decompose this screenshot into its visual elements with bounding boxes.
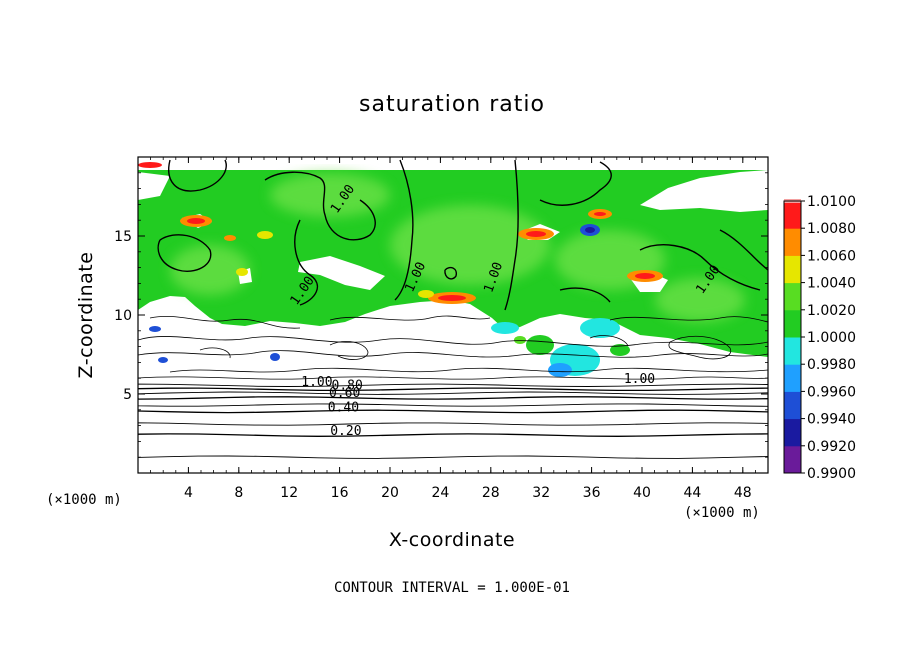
colorbar-label: 1.0000 (807, 330, 856, 346)
x-tick-label: 24 (431, 485, 449, 501)
z-unit-label: (×1000 m) (46, 492, 122, 508)
colorbar-segment (784, 282, 801, 311)
x-tick-label: 44 (683, 485, 701, 501)
colorbar-segment (784, 337, 801, 365)
contour-line (138, 396, 768, 400)
y-tick-label: 15 (114, 229, 132, 245)
colorbar-segment (784, 201, 801, 229)
contour-label: 1.00 (624, 372, 655, 387)
colorbar-label: 1.0080 (807, 221, 856, 237)
colorbar-label: 1.0100 (807, 194, 856, 210)
x-tick-label: 28 (482, 485, 500, 501)
contour-line (138, 383, 768, 387)
x-tick-label: 16 (331, 485, 349, 501)
contour-label: 0.60 (329, 386, 360, 401)
x-unit-label: (×1000 m) (684, 505, 760, 521)
y-axis-title: Z-coordinate (75, 252, 97, 379)
chart-title: saturation ratio (359, 92, 545, 117)
y-tick-label: 5 (123, 387, 132, 403)
high-ratio-spots (138, 162, 663, 304)
x-tick-label: 48 (734, 485, 752, 501)
y-axis: 5 10 15 (114, 172, 768, 458)
colorbar-label: 0.9920 (807, 439, 856, 455)
contour-label: 0.40 (328, 400, 359, 415)
contour-line (138, 403, 768, 407)
clear-patches (138, 158, 768, 292)
colorbar-segment (784, 228, 801, 256)
contour-label: 0.20 (330, 424, 361, 439)
contour-label: 1.00 (301, 375, 332, 390)
plot-area (138, 157, 768, 473)
colorbar-label: 0.9940 (807, 412, 856, 428)
colorbar-label: 0.9900 (807, 466, 856, 482)
contour-lines-cloud-layer (138, 315, 768, 380)
horizontal-contours (138, 383, 768, 459)
colorbar-segment (784, 418, 801, 447)
contour-line (138, 409, 768, 414)
contour-interval-note: CONTOUR INTERVAL = 1.000E-01 (334, 580, 570, 596)
x-tick-label: 12 (280, 485, 298, 501)
x-tick-label: 4 (184, 485, 193, 501)
colorbar-label: 0.9960 (807, 384, 856, 400)
colorbar-segment (784, 445, 801, 474)
x-axis: 4 8 12 16 20 24 28 32 36 40 44 48 (150, 157, 756, 501)
x-tick-label: 40 (633, 485, 651, 501)
colorbar-segment (784, 255, 801, 284)
low-ratio-spots (149, 224, 630, 377)
contour-label: 0.80 (332, 378, 363, 393)
y-tick-label: 10 (114, 308, 132, 324)
colorbar: 0.9900 0.9920 0.9940 0.9960 0.9980 1.0000 1.00… (783, 194, 856, 482)
colorbar-label: 1.0060 (807, 248, 856, 264)
x-axis-title: X-coordinate (389, 529, 515, 551)
contour-line (138, 387, 768, 392)
colorbar-segment (784, 309, 801, 338)
x-tick-label: 8 (234, 485, 243, 501)
contour-line (138, 433, 768, 437)
light-green-patches (170, 173, 745, 322)
contour-line (138, 422, 768, 426)
colorbar-label: 1.0040 (807, 276, 856, 292)
colorbar-label: 0.9980 (807, 357, 856, 373)
contour-labels: 1.001.00 1.00 1.001.001.001.000.800.600.40… (288, 182, 724, 439)
x-tick-label: 20 (381, 485, 399, 501)
colorbar-label: 1.0020 (807, 303, 856, 319)
colorbar-segment (784, 364, 801, 392)
contour-lines-irregular (157, 159, 768, 311)
colorbar-segment (784, 391, 801, 420)
x-tick-label: 32 (532, 485, 550, 501)
contour-line (138, 455, 768, 459)
x-tick-label: 36 (583, 485, 601, 501)
contour-line (138, 391, 768, 395)
